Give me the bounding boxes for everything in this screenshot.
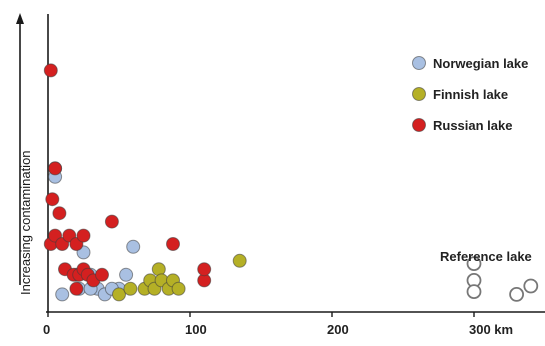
point-russian-lake xyxy=(69,281,84,296)
point-finnish-lake xyxy=(123,281,138,296)
legend-marker xyxy=(412,118,426,132)
legend: Norwegian lake Finnish lake Russian lake xyxy=(412,56,528,133)
point-russian-lake xyxy=(95,267,109,282)
point-norwegian-lake xyxy=(55,287,70,302)
x-tick-label: 300 km xyxy=(469,322,513,337)
point-russian-lake xyxy=(104,214,119,229)
point-reference-lake xyxy=(466,256,482,272)
point-russian-lake xyxy=(76,228,91,243)
point-reference-lake xyxy=(466,284,482,300)
data-points xyxy=(43,63,539,302)
point-russian-lake xyxy=(45,192,60,207)
point-reference-lake xyxy=(509,286,524,302)
legend-label: Finnish lake xyxy=(433,87,508,102)
point-norwegian-lake xyxy=(119,267,134,282)
point-russian-lake xyxy=(166,237,180,251)
point-russian-lake xyxy=(43,63,58,78)
legend-marker xyxy=(412,56,426,70)
x-ticks: 0 100 200 300 km xyxy=(43,312,513,337)
y-axis-label: Increasing contamination xyxy=(18,150,33,295)
point-russian-lake xyxy=(48,161,63,176)
legend-label: Norwegian lake xyxy=(433,56,528,71)
legend-marker xyxy=(412,87,426,101)
point-finnish-lake xyxy=(112,287,126,302)
x-tick-label: 200 xyxy=(327,322,349,337)
x-tick-label: 100 xyxy=(185,322,207,337)
point-finnish-lake xyxy=(171,281,186,296)
point-russian-lake xyxy=(52,206,67,221)
point-reference-lake xyxy=(523,278,539,294)
reference-lake-annotation: Reference lake xyxy=(440,249,532,264)
x-tick-label: 0 xyxy=(43,322,50,337)
point-finnish-lake xyxy=(232,253,247,268)
point-russian-lake xyxy=(197,262,212,277)
legend-label: Russian lake xyxy=(433,118,513,133)
point-norwegian-lake xyxy=(126,239,141,254)
y-axis-arrowhead xyxy=(16,13,24,24)
